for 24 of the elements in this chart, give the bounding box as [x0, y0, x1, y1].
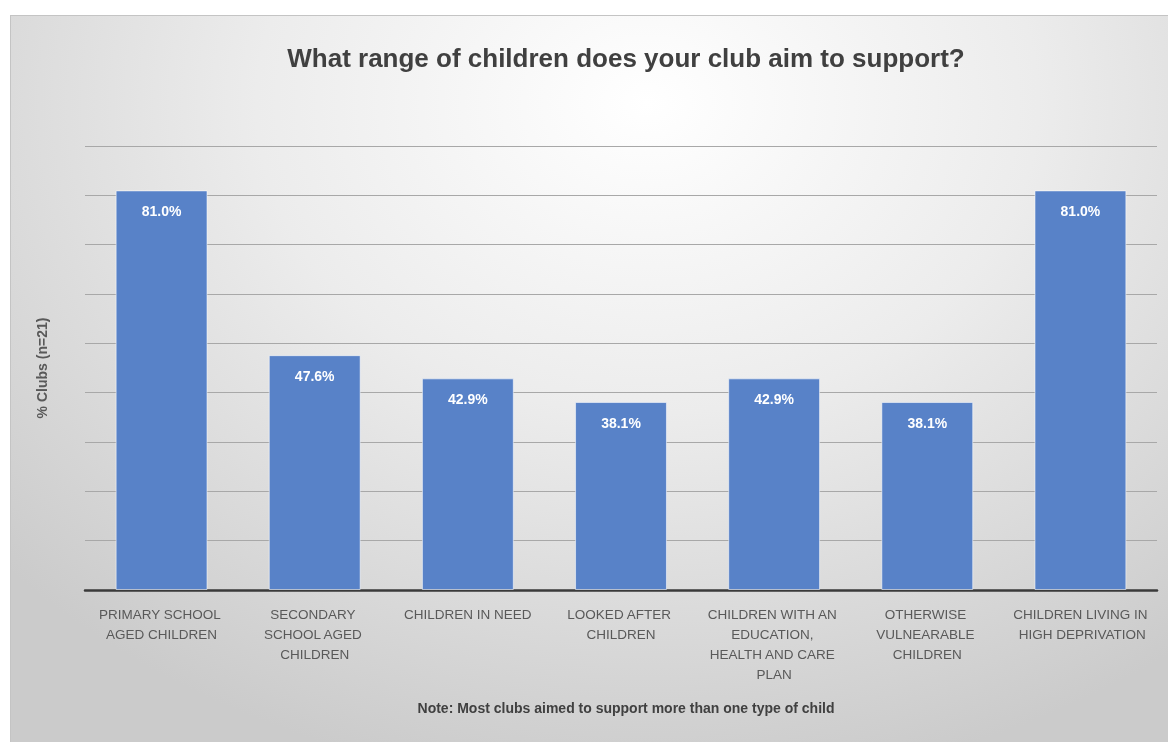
x-tick-label: OTHERWISE VULNEARABLE CHILDREN: [876, 606, 979, 662]
data-label: 38.1%: [601, 415, 642, 432]
text: Note: Most clubs aimed to support more than one type of child: [417, 700, 835, 716]
data-label: 81.0%: [1060, 203, 1101, 220]
data-label: 38.1%: [907, 415, 948, 432]
chart-title: What range of children does your club aim to support?: [287, 43, 965, 73]
x-tick-label: CHILDREN LIVING IN HIGH DEPRIVATION: [1013, 606, 1148, 642]
bar: [728, 378, 821, 590]
y-axis-title: % Clubs (n=21): [34, 317, 50, 419]
bar: [268, 355, 361, 590]
data-label: 42.9%: [448, 391, 489, 408]
bar: [115, 190, 208, 590]
x-tick-label: CHILDREN WITH AN EDUCATION, HEALTH AND CARE PLAN: [707, 606, 841, 682]
x-tick-label: SECONDARY SCHOOL AGED CHILDREN: [263, 606, 366, 662]
bar: [575, 402, 667, 590]
x-tick-label: LOOKED AFTER CHILDREN: [567, 606, 675, 642]
x-tick-label: CHILDREN IN NEED: [404, 606, 532, 622]
bar: [421, 378, 514, 590]
x-tick-label: PRIMARY SCHOOL AGED CHILDREN: [99, 606, 225, 642]
bar: [881, 402, 974, 590]
data-label: 81.0%: [141, 203, 182, 220]
bar: [1034, 190, 1127, 590]
data-label: 47.6%: [294, 368, 336, 385]
data-label: 42.9%: [754, 391, 795, 408]
